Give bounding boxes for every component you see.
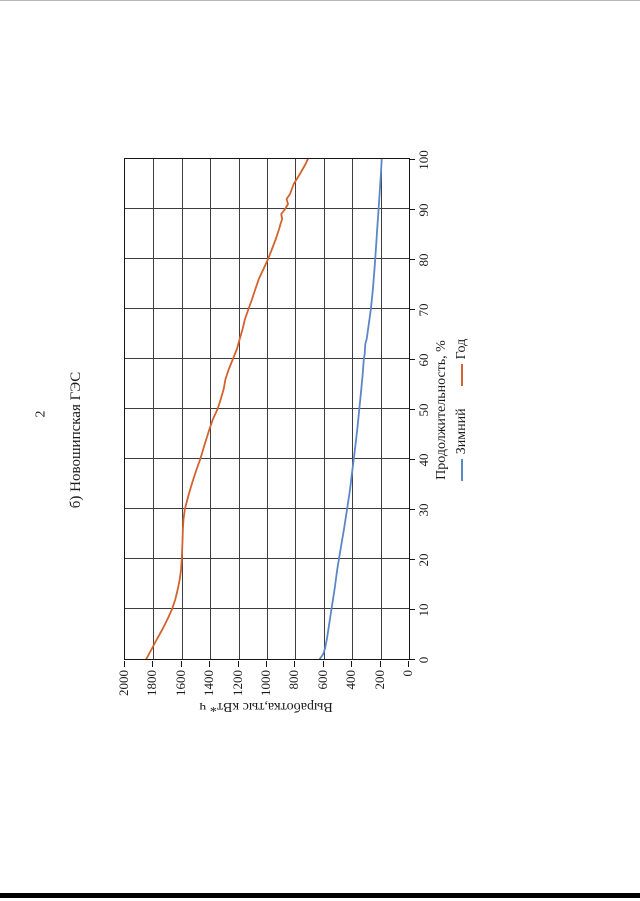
x-tick-label tick-label: 80 — [416, 253, 431, 267]
chart-legend: Зимний Год — [454, 160, 470, 660]
x-tick-label tick-label: 70 — [416, 303, 431, 317]
y-tick-label tick-label: 1600 — [172, 670, 188, 696]
series-line-Год — [145, 159, 309, 659]
y-tick-mark — [379, 661, 381, 667]
x-tick-mark — [410, 159, 415, 160]
x-tick-mark — [410, 559, 415, 560]
y-tick-label tick-label: 600 — [314, 670, 330, 690]
x-tick-label tick-label: 50 — [416, 403, 431, 417]
y-tick-label tick-label: 200 — [371, 670, 387, 690]
y-tick-mark — [209, 661, 211, 667]
y-tick-label tick-label: 400 — [343, 670, 359, 690]
y-tick-mark — [237, 661, 239, 667]
x-tick-mark — [410, 259, 415, 260]
x-tick-mark — [410, 509, 415, 510]
legend-line-sample — [461, 459, 463, 482]
x-tick-label tick-label: 100 — [416, 150, 431, 170]
y-tick-label tick-label: 1200 — [229, 670, 245, 696]
x-axis-title: Продолжительность, % — [434, 340, 449, 480]
legend-item: Год — [454, 339, 470, 387]
page-number: 2 — [33, 410, 49, 418]
x-tick-mark — [410, 409, 415, 410]
legend-line-sample — [461, 364, 463, 387]
y-tick-mark — [351, 661, 353, 667]
plot-area — [124, 158, 410, 660]
y-tick-mark — [152, 661, 154, 667]
chart-series — [145, 159, 383, 659]
x-tick-label tick-label: 90 — [416, 203, 431, 217]
y-tick-mark — [408, 661, 409, 667]
legend-label: Год — [454, 338, 469, 360]
chart: б) Новошипская ГЭС Выработка,тыс кВт* ч … — [60, 150, 520, 720]
legend-item: Зимний — [454, 408, 470, 482]
x-tick-mark — [410, 309, 415, 310]
x-tick-label tick-label: 30 — [416, 503, 431, 517]
legend-label: Зимний — [454, 408, 469, 455]
x-tick-label tick-label: 20 — [416, 553, 431, 567]
series-line-Зимний — [318, 159, 383, 659]
y-tick-mark — [124, 661, 125, 667]
x-tick-label tick-label: 60 — [416, 353, 431, 367]
x-tick-label tick-label: 40 — [416, 453, 431, 467]
y-tick-mark — [266, 661, 267, 667]
y-tick-mark — [294, 661, 296, 667]
x-tick-mark — [410, 609, 415, 610]
y-tick-mark — [322, 661, 324, 667]
x-tick-mark — [410, 659, 415, 660]
y-tick-label tick-label: 2000 — [116, 670, 131, 696]
x-tick-label tick-label: 10 — [416, 603, 431, 617]
y-tick-label tick-label: 1400 — [201, 670, 217, 696]
y-tick-label tick-label: 0 — [400, 670, 415, 677]
scan-top-edge — [0, 0, 640, 1]
y-tick-label tick-label: 1800 — [144, 670, 160, 696]
x-tick-mark — [410, 459, 415, 460]
y-tick-mark — [180, 661, 182, 667]
x-tick-label tick-label: 0 — [416, 656, 431, 664]
y-tick-label tick-label: 800 — [286, 670, 302, 690]
scan-bottom-edge — [0, 893, 640, 898]
x-tick-mark — [410, 359, 415, 360]
y-tick-label tick-label: 1000 — [258, 670, 273, 696]
chart-title: б) Новошипская ГЭС — [68, 371, 84, 509]
x-tick-mark — [410, 209, 415, 210]
